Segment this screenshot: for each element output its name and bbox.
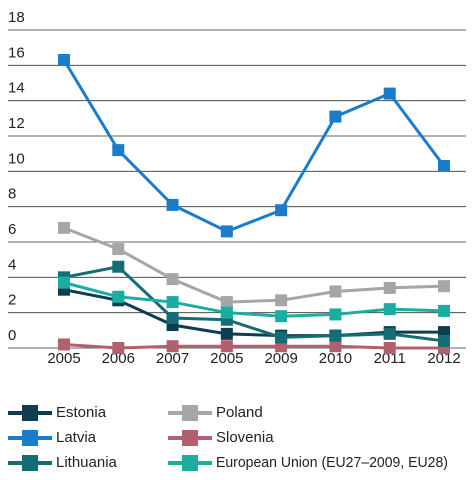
series-line bbox=[63, 342, 444, 350]
legend-marker bbox=[182, 455, 198, 471]
point-marker bbox=[438, 160, 450, 173]
y-tick-label: 2 bbox=[8, 292, 16, 309]
point-marker bbox=[112, 290, 125, 303]
point-marker bbox=[383, 342, 396, 354]
point-marker bbox=[329, 308, 342, 321]
y-tick-label: 8 bbox=[8, 186, 16, 203]
x-tick-label: 2010 bbox=[319, 350, 352, 367]
point-marker bbox=[58, 276, 70, 289]
point-marker bbox=[438, 304, 450, 317]
y-tick-label: 18 bbox=[8, 9, 25, 26]
y-tick-label: 14 bbox=[8, 80, 25, 97]
point-marker bbox=[220, 340, 233, 353]
point-marker bbox=[220, 327, 233, 340]
legend-label: Latvia bbox=[56, 429, 97, 446]
point-marker bbox=[383, 327, 396, 340]
point-marker bbox=[383, 281, 396, 294]
x-tick-label: 2005 bbox=[47, 350, 80, 367]
point-marker bbox=[275, 204, 288, 217]
legend-marker bbox=[22, 405, 38, 421]
y-tick-label: 4 bbox=[8, 256, 16, 273]
legend-marker bbox=[182, 430, 198, 446]
y-tick-label: 16 bbox=[8, 44, 25, 61]
point-marker bbox=[220, 306, 233, 319]
x-tick-label: 2006 bbox=[102, 350, 135, 367]
legend-label: Lithuania bbox=[56, 454, 118, 471]
legend-marker bbox=[182, 405, 198, 421]
point-marker bbox=[58, 54, 70, 67]
point-marker bbox=[166, 273, 179, 286]
x-tick-label: 2007 bbox=[156, 350, 189, 367]
point-marker bbox=[383, 87, 396, 100]
point-marker bbox=[438, 280, 450, 293]
point-marker bbox=[438, 334, 450, 347]
point-marker bbox=[166, 311, 179, 324]
x-tick-label: 2012 bbox=[427, 350, 460, 367]
series-line bbox=[63, 265, 445, 343]
point-marker bbox=[383, 303, 396, 316]
point-marker bbox=[112, 260, 125, 273]
y-tick-label: 10 bbox=[8, 150, 25, 167]
point-marker bbox=[112, 342, 125, 354]
point-marker bbox=[329, 285, 342, 298]
legend-label: Estonia bbox=[56, 404, 107, 421]
point-marker bbox=[112, 144, 125, 157]
point-marker bbox=[220, 225, 233, 238]
point-marker bbox=[166, 198, 179, 211]
point-marker bbox=[166, 296, 179, 309]
point-marker bbox=[275, 331, 288, 344]
y-tick-label: 6 bbox=[8, 221, 16, 238]
series-line bbox=[62, 59, 446, 234]
point-marker bbox=[58, 338, 70, 351]
x-tick-label: 2005 bbox=[210, 350, 243, 367]
series-line bbox=[63, 281, 445, 318]
x-tick-label: 2009 bbox=[264, 350, 297, 367]
point-marker bbox=[275, 310, 288, 323]
point-marker bbox=[166, 340, 179, 353]
legend-marker bbox=[22, 455, 38, 471]
point-marker bbox=[58, 221, 70, 234]
x-tick-label: 2011 bbox=[374, 350, 406, 367]
point-marker bbox=[329, 329, 342, 342]
point-marker bbox=[329, 110, 342, 123]
legend-marker bbox=[22, 430, 38, 446]
legend-label: Slovenia bbox=[216, 429, 274, 446]
y-tick-label: 12 bbox=[8, 115, 25, 132]
legend-label: Poland bbox=[216, 404, 263, 421]
legend-label: European Union (EU27–2009, EU28) bbox=[216, 454, 448, 471]
point-marker bbox=[329, 340, 342, 353]
series-line bbox=[63, 226, 445, 304]
point-marker bbox=[220, 296, 233, 309]
point-marker bbox=[275, 294, 288, 307]
point-marker bbox=[112, 243, 125, 256]
y-tick-label: 0 bbox=[8, 327, 16, 344]
